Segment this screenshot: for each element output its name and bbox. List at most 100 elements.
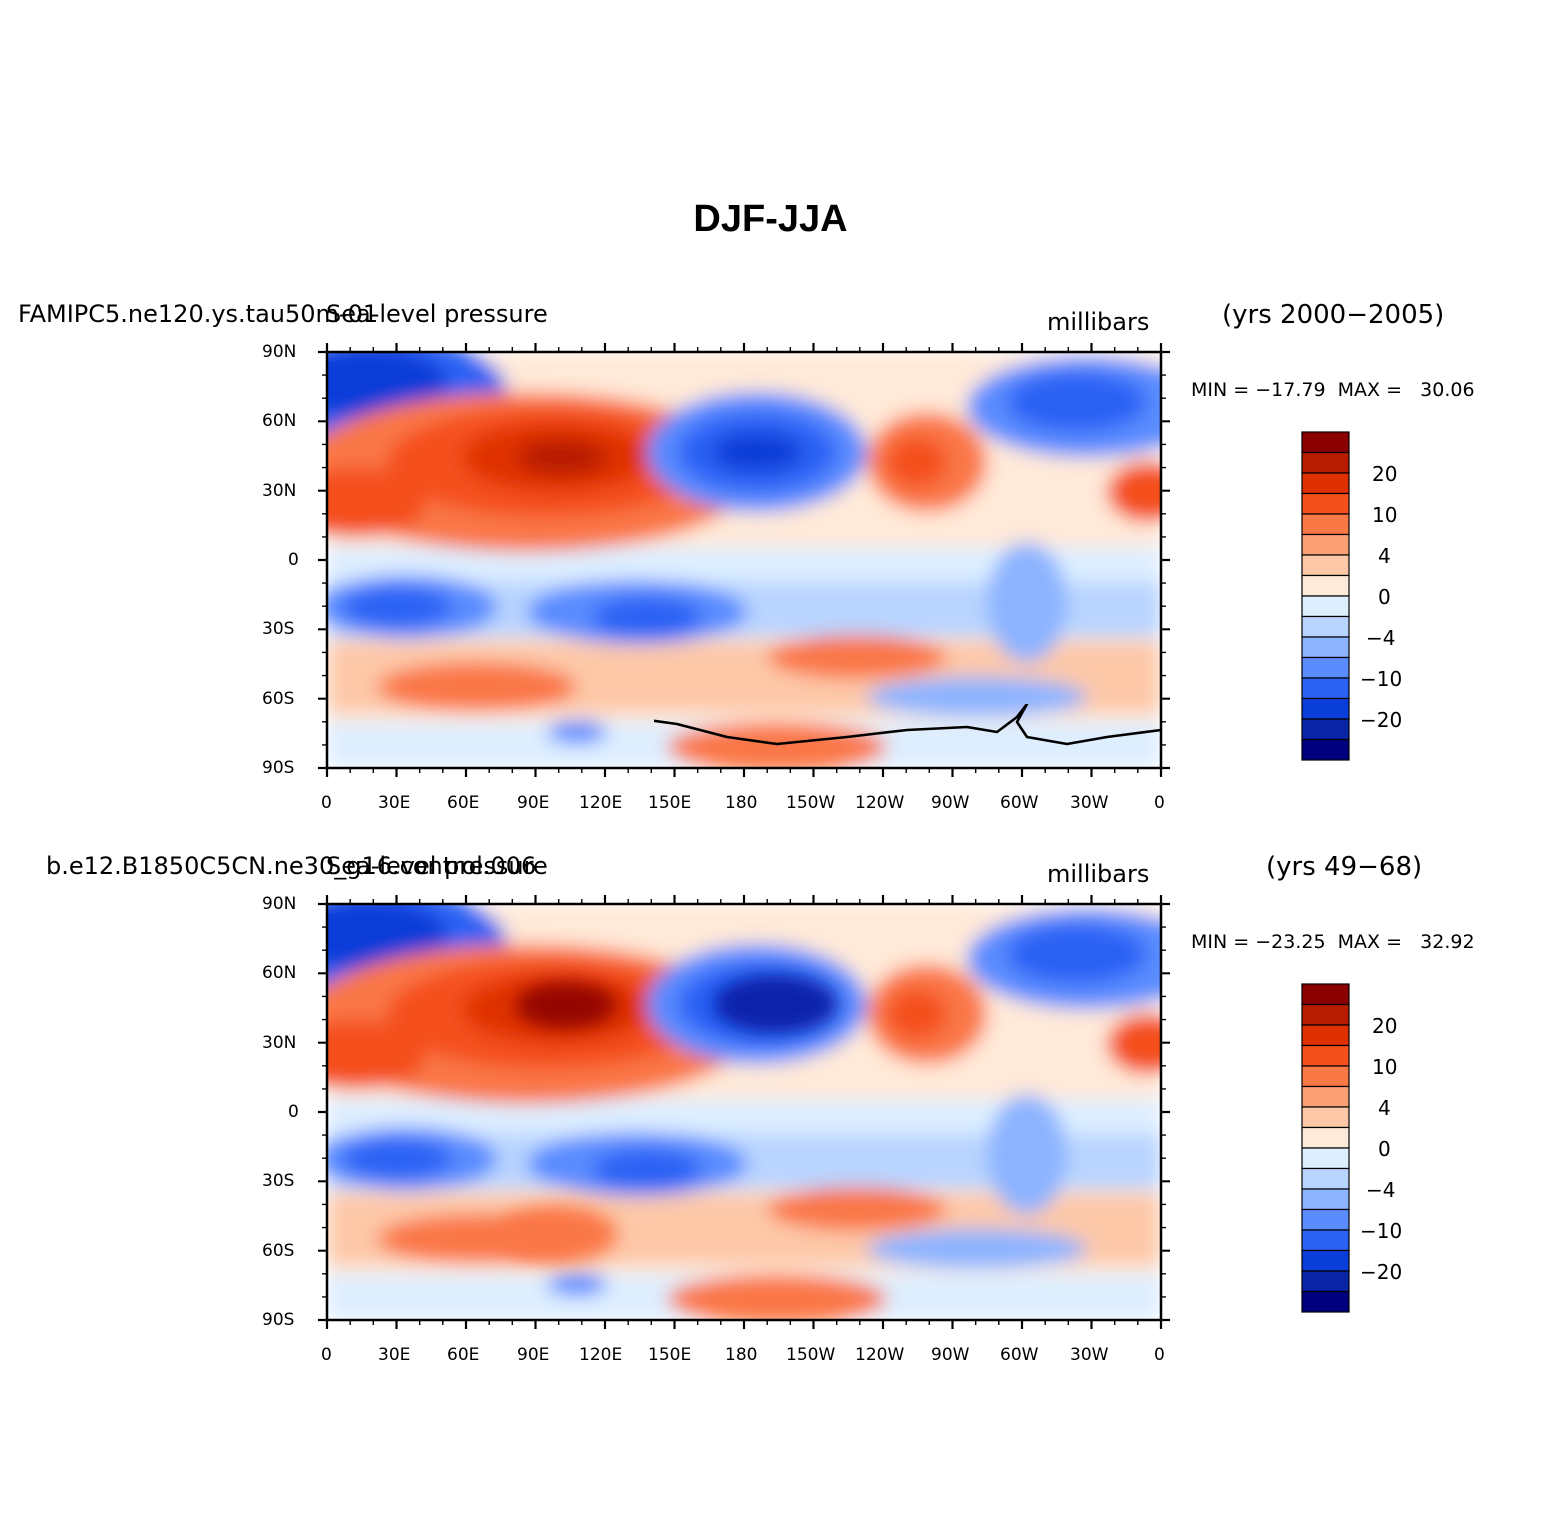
panel1-lat-60n: 60N — [262, 411, 297, 431]
panel1-lon-150e: 150E — [648, 793, 692, 813]
panel1-colorbar-box — [1301, 513, 1350, 536]
panel2-colorbar-box — [1301, 1106, 1350, 1129]
panel1-colorbar — [1301, 431, 1350, 761]
panel2-lon-90e: 90E — [517, 1345, 550, 1365]
panel2-colorbar-box — [1301, 1003, 1350, 1026]
panel1-lon-0: 0 — [321, 793, 332, 813]
panel1-cbar-label-m10: −10 — [1360, 667, 1403, 691]
panel2-lon-0-end: 0 — [1154, 1345, 1165, 1365]
panel1-colorbar-box — [1301, 595, 1350, 618]
panel1-colorbar-box — [1301, 677, 1350, 700]
panel1-lat-90s: 90S — [262, 758, 295, 778]
panel1-colorbar-box — [1301, 615, 1350, 638]
panel2-lat-30s: 30S — [262, 1171, 295, 1191]
panel2-case-name: b.e12.B1850C5CN.ne30_g16.control.006 — [46, 852, 537, 880]
panel2-colorbar-box — [1301, 1065, 1350, 1088]
panel1-lon-120e: 120E — [579, 793, 623, 813]
panel1-lon-60e: 60E — [447, 793, 480, 813]
panel2-lon-60w: 60W — [1000, 1345, 1039, 1365]
panel2-cbar-label-m10: −10 — [1360, 1219, 1403, 1243]
panel2-cbar-label-10: 10 — [1372, 1055, 1398, 1079]
panel2-colorbar-box — [1301, 1208, 1350, 1231]
panel1-lat-0: 0 — [288, 550, 299, 570]
panel2-max-value: 32.92 — [1420, 931, 1475, 953]
panel2-lat-90s: 90S — [262, 1310, 295, 1330]
panel2-colorbar-box — [1301, 1044, 1350, 1067]
panel1-lon-30w: 30W — [1070, 793, 1109, 813]
panel2-cbar-label-m4: −4 — [1366, 1178, 1396, 1202]
panel2-colorbar-box — [1301, 1126, 1350, 1149]
panel1-lon-120w: 120W — [855, 793, 905, 813]
panel1-cbar-label-20: 20 — [1372, 462, 1398, 486]
panel2-colorbar-box — [1301, 1229, 1350, 1252]
panel1-map — [316, 341, 1172, 779]
panel2-cbar-label-m20: −20 — [1360, 1260, 1403, 1284]
panel2-lat-60s: 60S — [262, 1241, 295, 1261]
panel2-colorbar-box — [1301, 1188, 1350, 1211]
panel2-lon-30e: 30E — [378, 1345, 411, 1365]
panel1-max-value: 30.06 — [1420, 379, 1475, 401]
panel2-lon-150e: 150E — [648, 1345, 692, 1365]
panel1-colorbar-box — [1301, 574, 1350, 597]
panel2-colorbar-box — [1301, 1290, 1350, 1313]
panel2-lon-60e: 60E — [447, 1345, 480, 1365]
panel1-lon-150w: 150W — [786, 793, 836, 813]
panel2-lat-30n: 30N — [262, 1033, 297, 1053]
panel1-lat-30n: 30N — [262, 481, 297, 501]
panel2-units: millibars — [1047, 860, 1150, 888]
panel2-lat-90n: 90N — [262, 894, 297, 914]
panel1-lon-60w: 60W — [1000, 793, 1039, 813]
panel1-lon-30e: 30E — [378, 793, 411, 813]
panel2-colorbar-box — [1301, 1270, 1350, 1293]
panel2-years: (yrs 49−68) — [1266, 852, 1423, 882]
panel1-minmax: MIN = −17.79 MAX = 30.06 — [1191, 379, 1475, 401]
panel2-colorbar — [1301, 983, 1350, 1313]
panel1-colorbar-box — [1301, 636, 1350, 659]
panel1-max-label: MAX = — [1337, 379, 1409, 401]
panel1-colorbar-box — [1301, 472, 1350, 495]
panel1-lat-60s: 60S — [262, 689, 295, 709]
panel2-variable: Sea-level pressure — [326, 852, 548, 880]
panel2-minmax: MIN = −23.25 MAX = 32.92 — [1191, 931, 1475, 953]
panel2-colorbar-box — [1301, 1085, 1350, 1108]
panel1-lat-90n: 90N — [262, 342, 297, 362]
panel1-colorbar-box — [1301, 738, 1350, 761]
panel1-colorbar-box — [1301, 554, 1350, 577]
panel1-years: (yrs 2000−2005) — [1222, 300, 1445, 330]
panel2-map — [316, 893, 1172, 1331]
panel2-cbar-label-0: 0 — [1378, 1137, 1391, 1161]
panel1-colorbar-box — [1301, 451, 1350, 474]
panel2-lat-0: 0 — [288, 1102, 299, 1122]
panel1-variable: Sea-level pressure — [326, 300, 548, 328]
panel1-lat-30s: 30S — [262, 619, 295, 639]
panel2-colorbar-box — [1301, 1249, 1350, 1272]
panel1-colorbar-box — [1301, 492, 1350, 515]
panel1-lon-0-end: 0 — [1154, 793, 1165, 813]
panel2-cbar-label-4: 4 — [1378, 1096, 1391, 1120]
figure-title: DJF-JJA — [693, 198, 848, 240]
panel2-min-value: −23.25 — [1255, 931, 1326, 953]
panel1-cbar-label-m20: −20 — [1360, 708, 1403, 732]
panel1-colorbar-box — [1301, 718, 1350, 741]
panel2-colorbar-box — [1301, 983, 1350, 1006]
panel1-colorbar-box — [1301, 431, 1350, 454]
panel1-colorbar-box — [1301, 656, 1350, 679]
panel1-cbar-label-4: 4 — [1378, 544, 1391, 568]
panel2-colorbar-box — [1301, 1024, 1350, 1047]
panel1-colorbar-box — [1301, 697, 1350, 720]
panel1-min-value: −17.79 — [1255, 379, 1326, 401]
panel2-min-label: MIN = — [1191, 931, 1256, 953]
panel1-case-name: FAMIPC5.ne120.ys.tau50m-01 — [18, 300, 379, 328]
panel2-colorbar-box — [1301, 1147, 1350, 1170]
panel2-lon-120e: 120E — [579, 1345, 623, 1365]
panel1-cbar-label-0: 0 — [1378, 585, 1391, 609]
panel1-cbar-label-10: 10 — [1372, 503, 1398, 527]
panel1-cbar-label-m4: −4 — [1366, 626, 1396, 650]
panel2-lon-90w: 90W — [931, 1345, 970, 1365]
panel2-lon-150w: 150W — [786, 1345, 836, 1365]
panel2-colorbar-box — [1301, 1167, 1350, 1190]
panel2-lon-0: 0 — [321, 1345, 332, 1365]
panel1-units: millibars — [1047, 308, 1150, 336]
panel1-lon-180: 180 — [725, 793, 758, 813]
panel2-max-label: MAX = — [1337, 931, 1409, 953]
